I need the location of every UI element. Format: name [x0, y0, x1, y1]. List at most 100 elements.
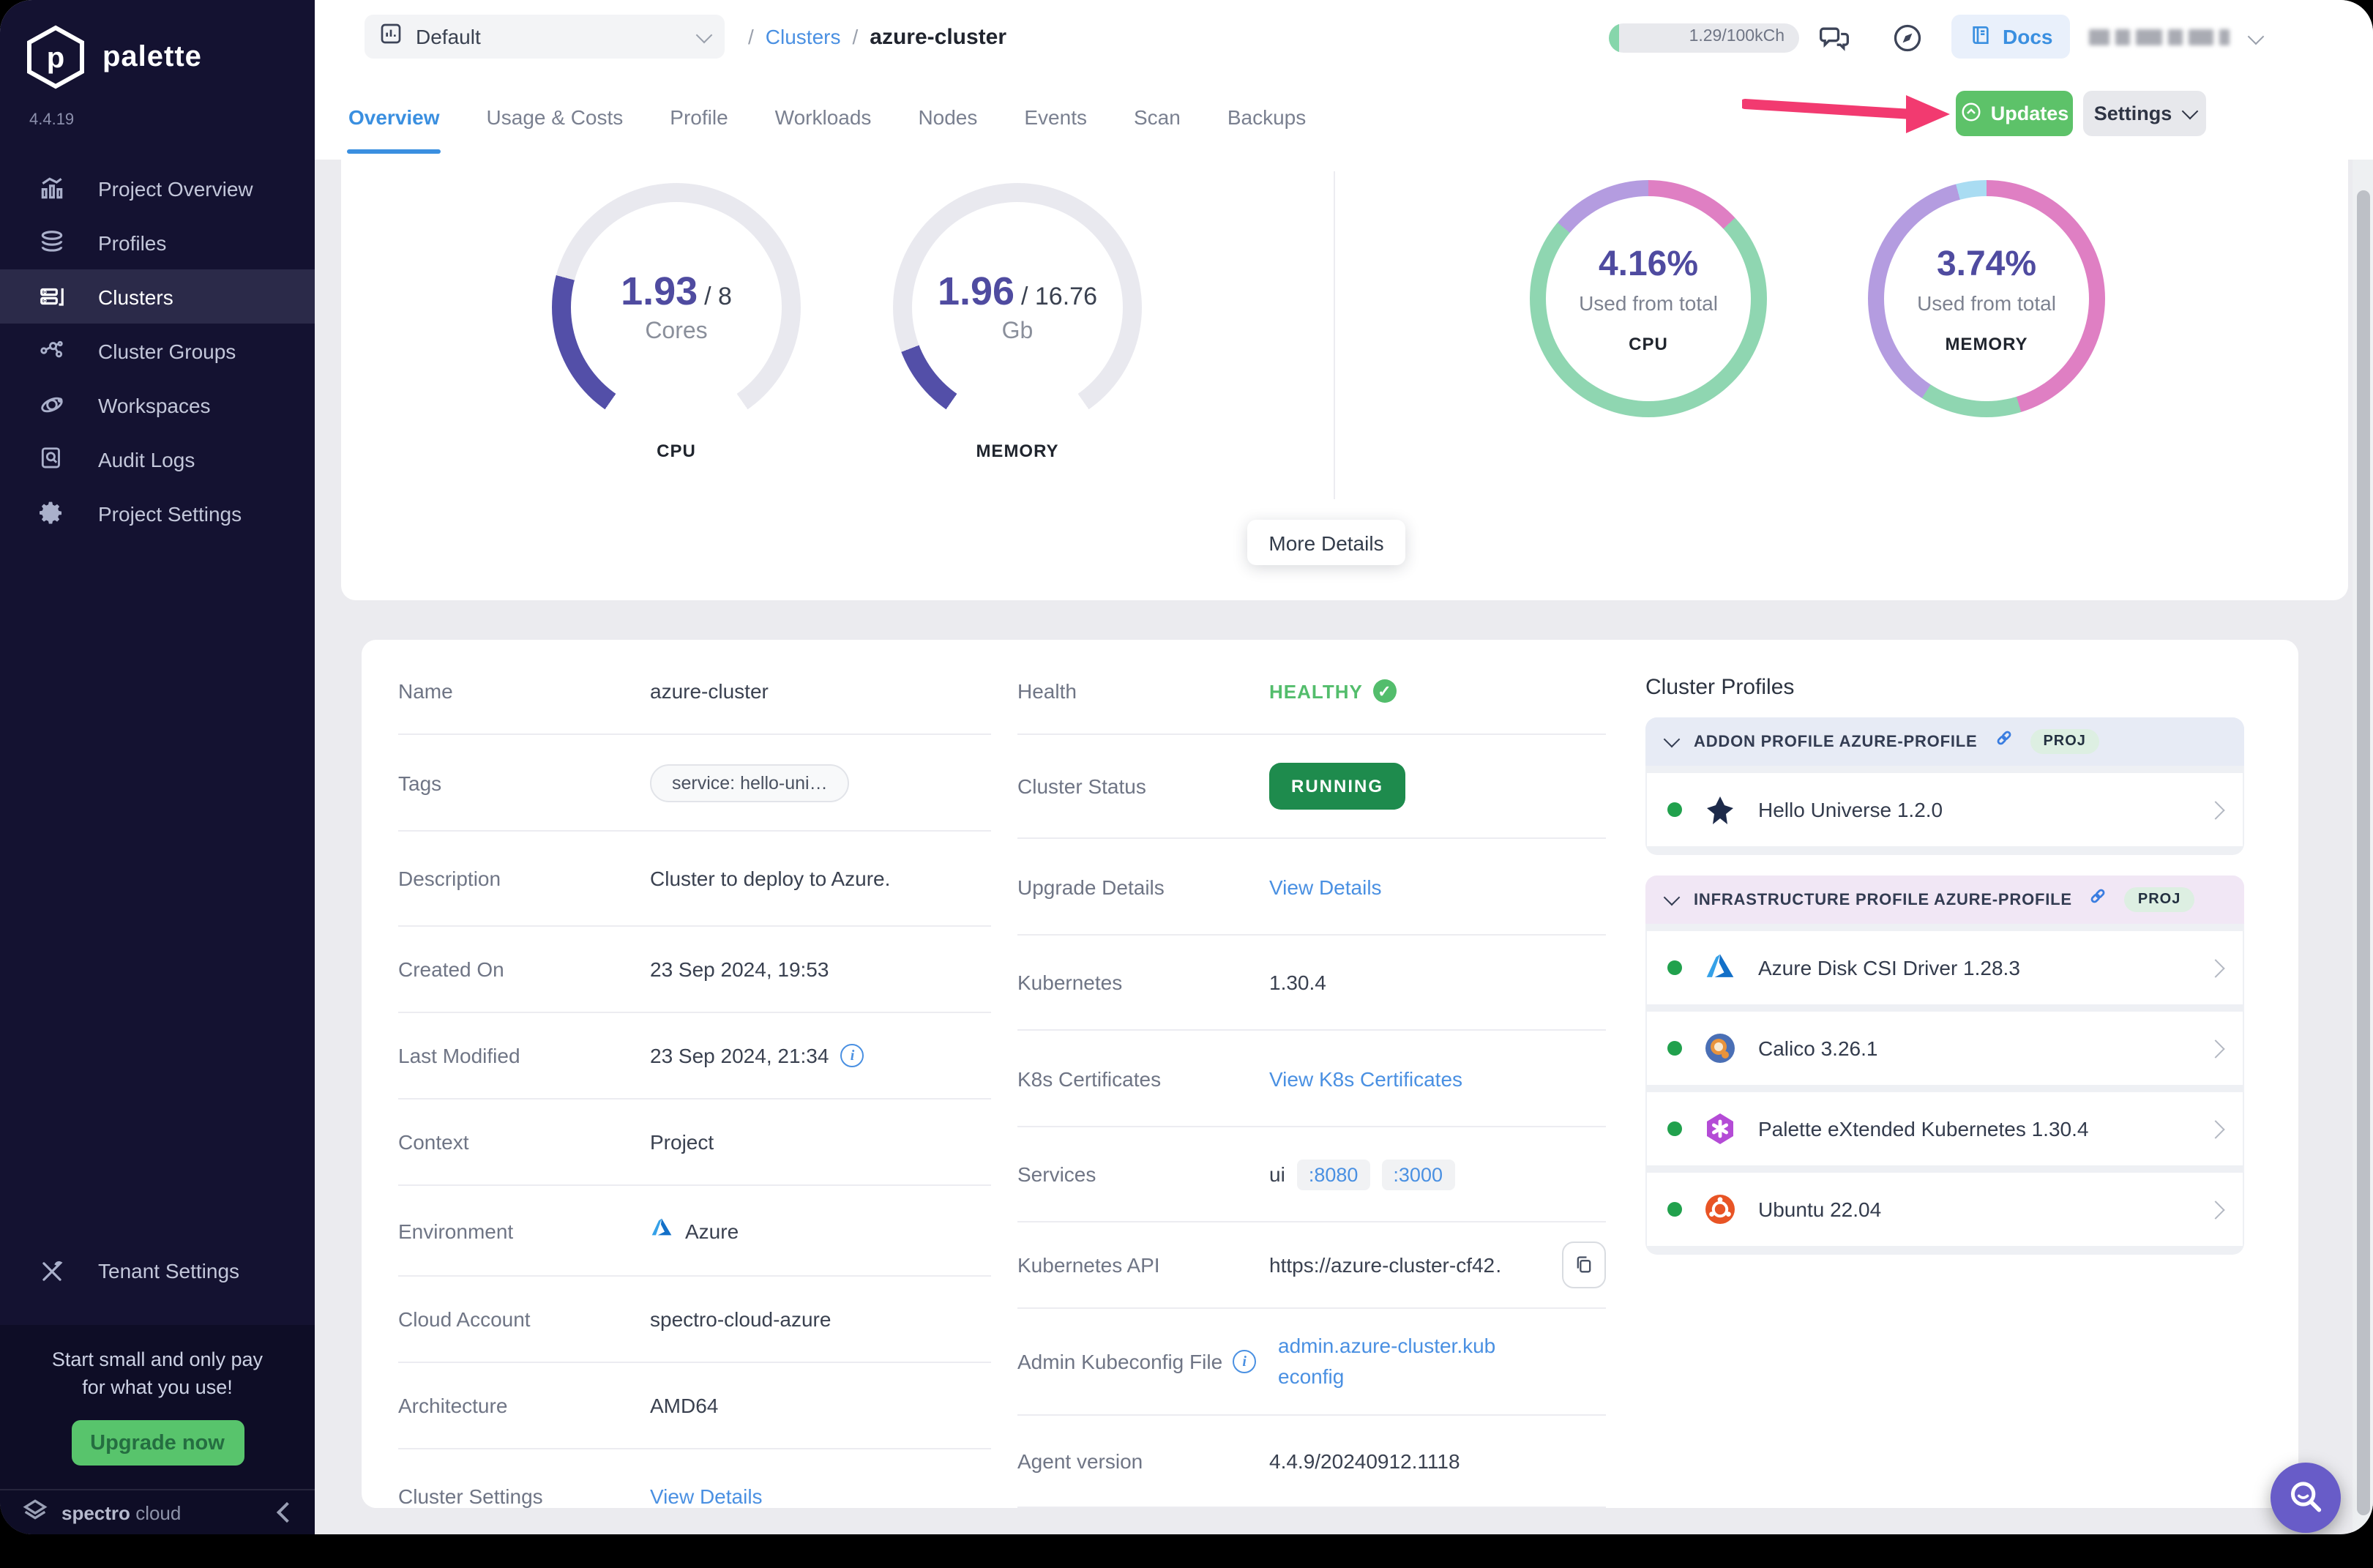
sidebar-item-audit-logs[interactable]: Audit Logs	[0, 432, 315, 486]
breadcrumb-clusters-link[interactable]: Clusters	[765, 25, 841, 48]
overview-summary-card: 1.93 / 8 Cores CPU 1.96 / 16.76 Gb MEMOR…	[341, 160, 2348, 600]
search-fab-button[interactable]	[2271, 1463, 2341, 1533]
scrollbar-thumb[interactable]	[2357, 190, 2370, 1515]
sidebar-item-clusters[interactable]: Clusters	[0, 269, 315, 324]
detail-label: Architecture	[398, 1394, 508, 1417]
project-selector[interactable]: Default	[365, 15, 725, 59]
tab-profile[interactable]: Profile	[670, 105, 728, 128]
palette-hexagon-icon: p	[23, 23, 88, 91]
addon-profile-header[interactable]: ADDON PROFILE AZURE-PROFILE PROJ	[1645, 717, 2244, 766]
memory-gauge-label: MEMORY	[976, 441, 1059, 461]
detail-value: ui :8080 :3000	[1269, 1159, 1454, 1190]
cpu-donut-caption: Used from total	[1579, 291, 1718, 314]
app-version: 4.4.19	[29, 111, 75, 129]
sidebar-item-workspaces[interactable]: Workspaces	[0, 378, 315, 432]
app-window: p palette 4.4.19 Project Overview	[0, 0, 2373, 1534]
memory-used-value: 1.96	[937, 269, 1015, 313]
cpu-donut-label: CPU	[1629, 333, 1668, 354]
memory-donut-percent: 3.74%	[1936, 244, 2037, 283]
docs-button[interactable]: Docs	[1951, 15, 2071, 59]
chevron-down-icon	[2180, 102, 2198, 120]
copy-icon[interactable]	[1562, 1242, 1606, 1288]
detail-value: 23 Sep 2024, 21:34 i	[650, 1044, 864, 1067]
sidebar-item-label: Workspaces	[98, 393, 211, 417]
user-name-redacted[interactable]	[2089, 29, 2230, 45]
detail-row-health: Health HEALTHY ✓	[1017, 649, 1606, 735]
collapse-sidebar-icon[interactable]	[276, 1501, 298, 1523]
footer-brand: spectro cloud	[61, 1501, 182, 1523]
cpu-gauge-label: CPU	[657, 441, 696, 461]
upgrade-now-button[interactable]: Upgrade now	[71, 1420, 244, 1466]
tag-chip[interactable]: service: hello-uni…	[650, 764, 850, 802]
profile-item-palette-extended-kubernetes[interactable]: Palette eXtended Kubernetes 1.30.4	[1647, 1092, 2243, 1165]
sidebar-item-label: Profiles	[98, 231, 167, 254]
tab-usage-costs[interactable]: Usage & Costs	[486, 105, 624, 128]
service-port-link[interactable]: :3000	[1381, 1159, 1454, 1190]
detail-value: AMD64	[650, 1394, 719, 1417]
profile-item-azure-disk-csi[interactable]: Azure Disk CSI Driver 1.28.3	[1647, 931, 2243, 1004]
sidebar-footer: spectro cloud	[0, 1489, 315, 1534]
chevron-down-icon	[1663, 889, 1681, 906]
detail-row-admin-kubeconfig: Admin Kubeconfig File i admin.azure-clust…	[1017, 1309, 1606, 1416]
tabs-row: Overview Usage & Costs Profile Workloads…	[315, 73, 2373, 160]
sidebar-item-profiles[interactable]: Profiles	[0, 215, 315, 269]
updates-button[interactable]: Updates	[1956, 91, 2073, 136]
chat-icon[interactable]	[1818, 22, 1850, 54]
view-k8s-certificates-link[interactable]: View K8s Certificates	[1269, 1067, 1463, 1090]
profile-item-name: Palette eXtended Kubernetes 1.30.4	[1758, 1117, 2089, 1140]
detail-label: Cloud Account	[398, 1307, 531, 1331]
cluster-profiles-title: Cluster Profiles	[1645, 675, 1795, 700]
tab-nodes[interactable]: Nodes	[918, 105, 978, 128]
detail-label: Name	[398, 679, 453, 703]
profile-item-calico[interactable]: Calico 3.26.1	[1647, 1012, 2243, 1085]
settings-button[interactable]: Settings	[2083, 91, 2206, 136]
tab-workloads[interactable]: Workloads	[774, 105, 872, 128]
infrastructure-profile-header[interactable]: INFRASTRUCTURE PROFILE AZURE-PROFILE PRO…	[1645, 876, 2244, 924]
detail-row-environment: Environment Azure	[398, 1186, 991, 1277]
detail-value: spectro-cloud-azure	[650, 1307, 832, 1331]
tab-scan[interactable]: Scan	[1134, 105, 1181, 128]
orbit-icon	[38, 391, 66, 419]
tab-events[interactable]: Events	[1024, 105, 1087, 128]
profile-item-name: Hello Universe 1.2.0	[1758, 798, 1943, 821]
detail-label: Tags	[398, 771, 442, 794]
proj-badge: PROJ	[2124, 887, 2194, 912]
upgrade-view-details-link[interactable]: View Details	[1269, 875, 1382, 898]
memory-donut-label: MEMORY	[1945, 333, 2028, 354]
detail-value: Azure	[650, 1217, 739, 1244]
profile-item-hello-universe[interactable]: Hello Universe 1.2.0	[1647, 773, 2243, 846]
top-bar: Default / Clusters / azure-cluster 1.29/…	[315, 0, 2373, 73]
profile-item-name: Calico 3.26.1	[1758, 1037, 1878, 1060]
memory-total-value: / 16.76	[1021, 283, 1097, 310]
info-icon[interactable]: i	[1233, 1350, 1257, 1373]
hello-universe-logo	[1701, 791, 1739, 829]
link-icon[interactable]	[2088, 886, 2109, 914]
sidebar: p palette 4.4.19 Project Overview	[0, 0, 315, 1534]
upgrade-promo: Start small and only pay for what you use…	[0, 1324, 315, 1489]
sidebar-item-project-overview[interactable]: Project Overview	[0, 161, 315, 215]
link-icon[interactable]	[1993, 728, 2014, 755]
detail-label: Created On	[398, 957, 504, 981]
detail-label: Cluster Settings	[398, 1484, 543, 1507]
more-details-button[interactable]: More Details	[1247, 520, 1405, 565]
kubeconfig-file-link[interactable]: admin.azure-cluster.kubeconfig	[1278, 1334, 1496, 1388]
detail-value: Project	[650, 1130, 714, 1154]
service-port-link[interactable]: :8080	[1296, 1159, 1370, 1190]
detail-label: Environment	[398, 1219, 514, 1242]
cluster-settings-view-details-link[interactable]: View Details	[650, 1484, 763, 1507]
azure-logo	[1701, 949, 1739, 987]
doc-search-icon	[38, 445, 66, 473]
detail-row-k8s-certificates: K8s Certificates View K8s Certificates	[1017, 1031, 1606, 1127]
user-menu-chevron-icon[interactable]	[2247, 28, 2265, 45]
profile-group-title: ADDON PROFILE AZURE-PROFILE	[1694, 733, 1978, 750]
detail-row-kubernetes: Kubernetes 1.30.4	[1017, 936, 1606, 1031]
sidebar-item-tenant-settings[interactable]: Tenant Settings	[0, 1244, 315, 1299]
profile-item-ubuntu[interactable]: Ubuntu 22.04	[1647, 1173, 2243, 1246]
sidebar-item-cluster-groups[interactable]: Cluster Groups	[0, 324, 315, 378]
info-icon[interactable]: i	[840, 1044, 864, 1067]
status-dot	[1667, 1202, 1682, 1217]
tab-overview[interactable]: Overview	[347, 73, 442, 160]
compass-icon[interactable]	[1891, 22, 1924, 54]
sidebar-item-project-settings[interactable]: Project Settings	[0, 486, 315, 540]
tab-backups[interactable]: Backups	[1227, 105, 1307, 128]
